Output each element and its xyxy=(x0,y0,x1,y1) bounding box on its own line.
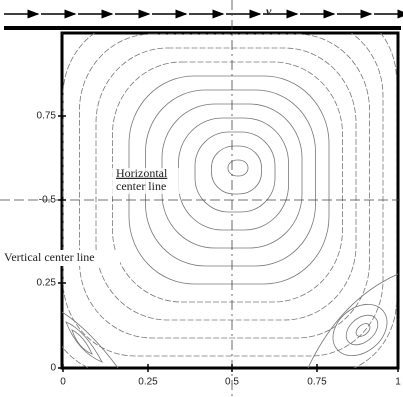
streamline xyxy=(194,131,276,213)
streamline xyxy=(62,33,397,368)
y-tick-label: -0.5 xyxy=(39,195,57,206)
corner-eddy xyxy=(65,321,103,363)
label-bg xyxy=(2,250,120,266)
y-tick-label: 0.25 xyxy=(37,278,57,289)
streamline xyxy=(211,145,262,195)
corner-eddy xyxy=(345,314,379,346)
x-tick-label: 0.25 xyxy=(138,377,158,388)
streamline xyxy=(62,33,384,357)
y-tick-label: 0.75 xyxy=(37,111,57,122)
vertical-label: Vertical center line xyxy=(4,250,95,264)
streamlines xyxy=(62,33,398,368)
corner-separatrix xyxy=(62,311,119,368)
corner-eddy xyxy=(71,329,93,355)
label-bg xyxy=(112,168,182,194)
ticks: 0 0.25 0.5 0.75 1 0.75 -0.5 0.25 0 xyxy=(37,111,402,388)
x-tick-label: 0.5 xyxy=(225,377,239,388)
corner-eddy xyxy=(332,303,388,357)
x-tick-label: 1 xyxy=(395,377,401,388)
streamline xyxy=(227,159,249,177)
x-tick-label: 0 xyxy=(60,377,66,388)
y-tick-label: 0 xyxy=(50,363,56,374)
horizontal-label: center line xyxy=(116,179,166,193)
x-tick-label: 0.75 xyxy=(307,377,327,388)
horizontal-label: Horizontal xyxy=(116,166,168,180)
corner-separatrix xyxy=(307,273,398,368)
streamline xyxy=(95,47,357,321)
lid-label: v xyxy=(266,4,272,18)
streamline xyxy=(79,33,370,339)
